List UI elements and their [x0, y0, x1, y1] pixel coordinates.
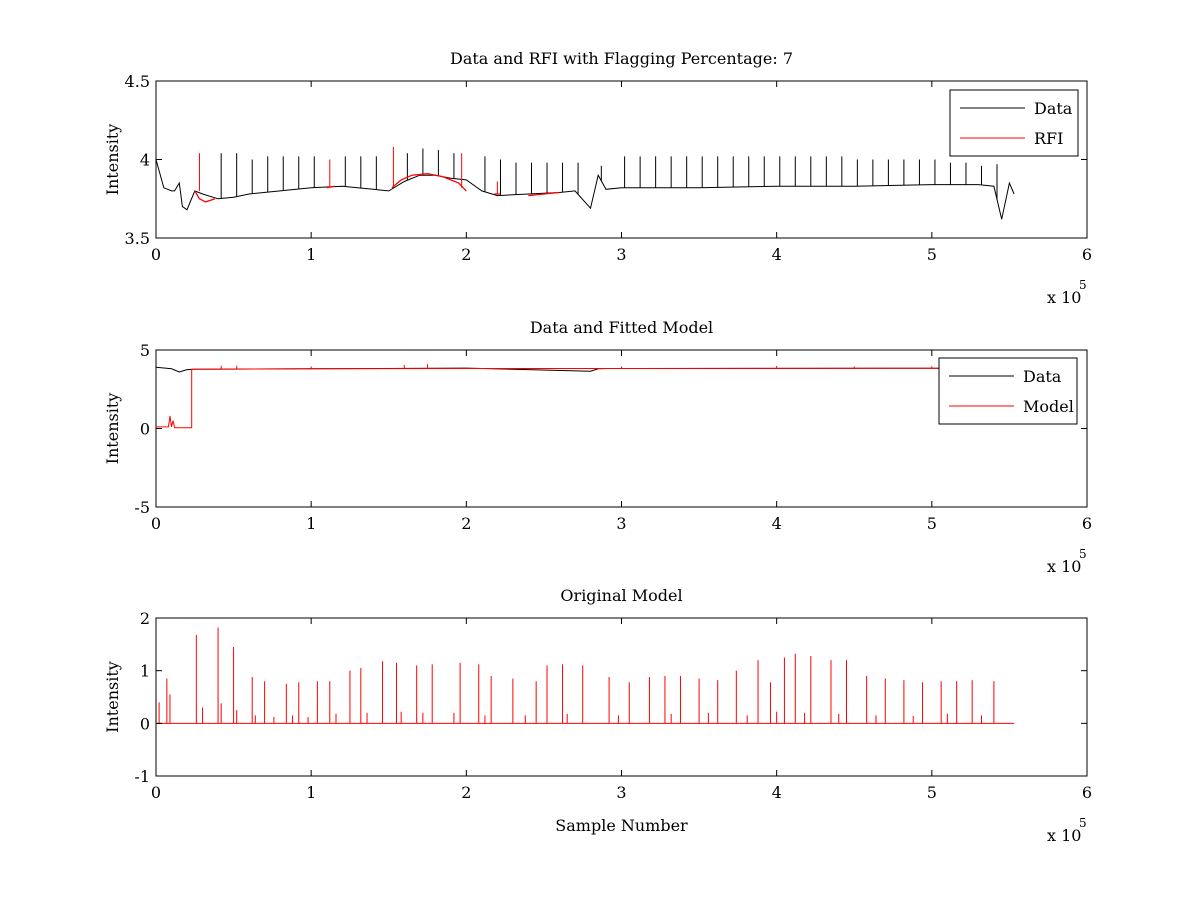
plot-data — [156, 364, 1010, 429]
plot-area — [155, 80, 1088, 239]
plot-data — [156, 146, 1015, 220]
x-tick-label: 5 — [927, 245, 937, 264]
plot-title: Data and Fitted Model — [530, 318, 713, 337]
x-tick-label: 0 — [151, 245, 161, 264]
y-tick-label: -1 — [134, 767, 150, 786]
x-tick-label: 6 — [1082, 514, 1092, 533]
legend-label-data: Data — [1023, 367, 1062, 386]
plot-data — [156, 627, 1015, 724]
legend-box — [949, 89, 1079, 157]
x-tick-label: 1 — [306, 783, 316, 802]
y-tick-label: 4.5 — [125, 72, 150, 91]
y-tick-label: 4 — [140, 151, 150, 170]
y-axis-label: Intensity — [103, 124, 122, 196]
y-tick-label: 0 — [140, 420, 150, 439]
x-tick-label: 4 — [772, 783, 782, 802]
x-exponent-power: 5 — [1079, 816, 1087, 830]
series-segment-rfi — [528, 191, 560, 197]
x-tick-label: 0 — [151, 514, 161, 533]
series-segment-rfi — [391, 172, 467, 192]
x-tick-label: 3 — [616, 245, 626, 264]
y-tick-label: 1 — [140, 662, 150, 681]
x-tick-label: 1 — [306, 514, 316, 533]
x-tick-label: 3 — [616, 514, 626, 533]
plot-area — [155, 617, 1088, 777]
y-tick-label: 2 — [140, 609, 150, 628]
y-tick-label: -5 — [134, 498, 150, 517]
series-segment-rfi — [326, 185, 335, 189]
legend: Data RFI — [949, 89, 1079, 157]
x-exponent-label: x 10 — [1047, 288, 1081, 307]
x-tick-label: 3 — [616, 783, 626, 802]
x-tick-label: 5 — [927, 783, 937, 802]
legend-label-rfi: RFI — [1034, 129, 1063, 148]
x-tick-label: 6 — [1082, 783, 1092, 802]
legend-label-data: Data — [1034, 99, 1073, 118]
x-exponent-label: x 10 — [1047, 826, 1081, 845]
x-tick-label: 2 — [461, 783, 471, 802]
x-tick-label: 2 — [461, 245, 471, 264]
x-tick-label: 0 — [151, 783, 161, 802]
legend-label-model: Model — [1023, 397, 1074, 416]
plot-title: Data and RFI with Flagging Percentage: 7 — [450, 49, 793, 68]
y-axis-label: Intensity — [103, 661, 122, 733]
x-tick-label: 5 — [927, 514, 937, 533]
series-segment-rfi — [194, 190, 216, 203]
x-axis-label: Sample Number — [555, 816, 688, 835]
x-tick-label: 4 — [772, 514, 782, 533]
y-tick-label: 0 — [140, 714, 150, 733]
y-axis-label: Intensity — [103, 393, 122, 465]
x-exponent-power: 5 — [1079, 278, 1087, 292]
x-tick-label: 6 — [1082, 245, 1092, 264]
x-exponent-label: x 10 — [1047, 557, 1081, 576]
plot-title: Original Model — [560, 586, 682, 605]
x-tick-label: 1 — [306, 245, 316, 264]
legend: Data Model — [938, 357, 1078, 425]
series-line-model — [156, 367, 1010, 429]
x-tick-label: 2 — [461, 514, 471, 533]
legend-box — [938, 357, 1078, 425]
y-tick-label: 5 — [140, 341, 150, 360]
x-exponent-power: 5 — [1079, 547, 1087, 561]
plot-area — [155, 349, 1088, 508]
x-tick-label: 4 — [772, 245, 782, 264]
y-tick-label: 3.5 — [125, 229, 150, 248]
